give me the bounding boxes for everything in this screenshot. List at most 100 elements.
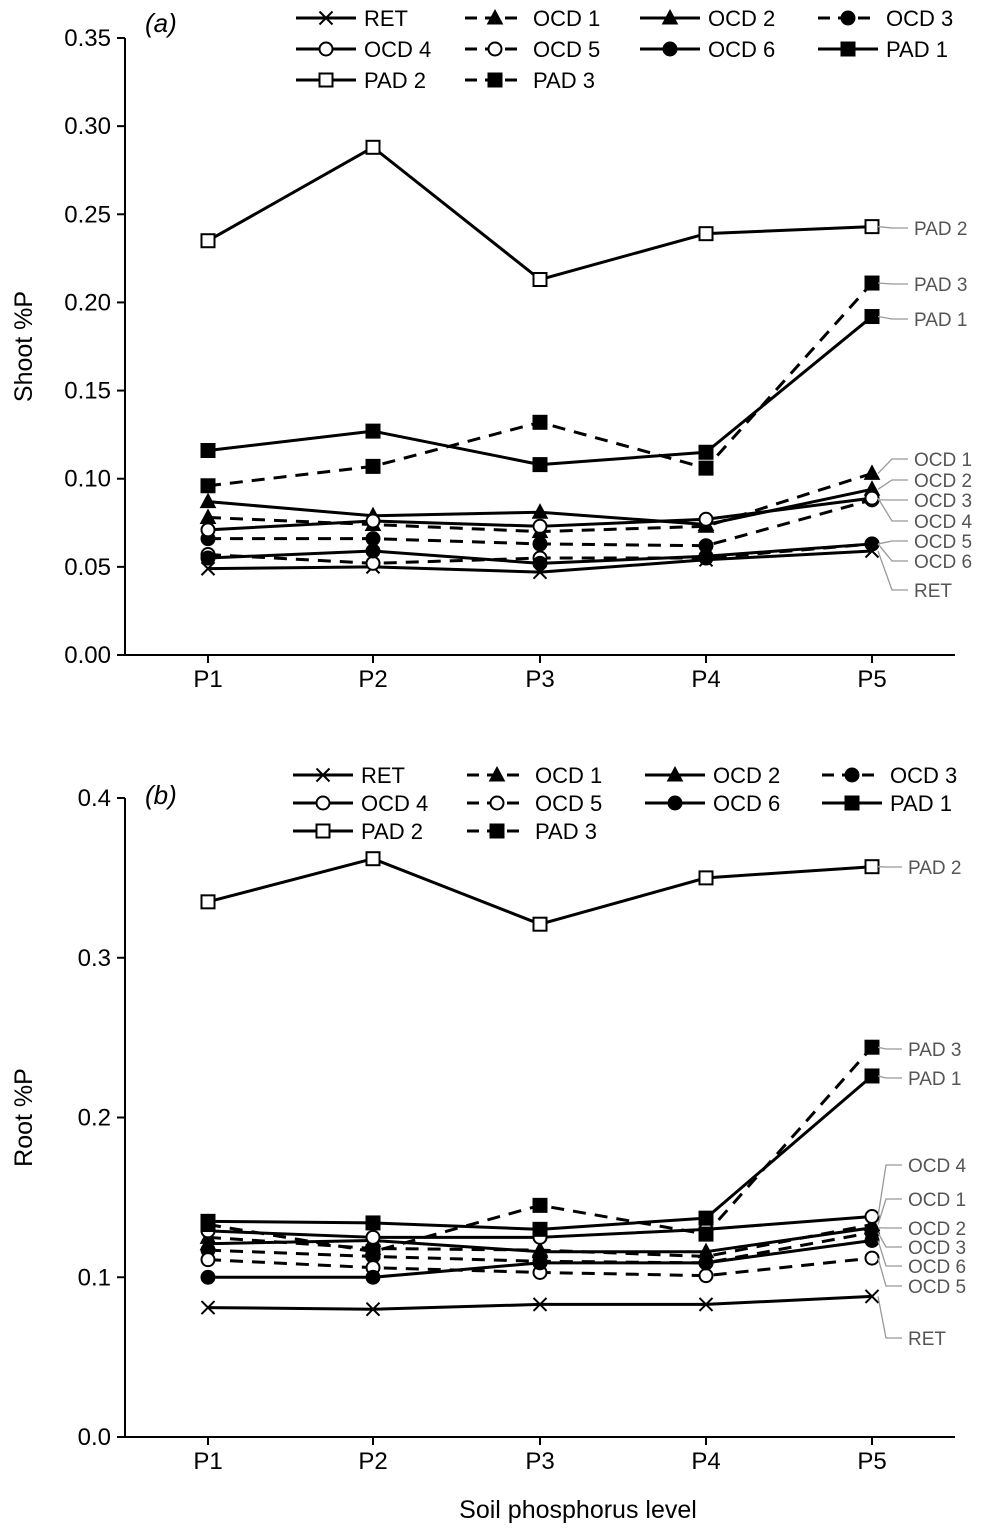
legend-label: PAD 1 xyxy=(890,791,952,816)
series-end-label: PAD 2 xyxy=(908,858,962,879)
legend-item-ocd-1: OCD 1 xyxy=(467,763,602,788)
data-point xyxy=(365,543,381,559)
series-end-label: OCD 1 xyxy=(908,1190,966,1211)
data-point xyxy=(864,1250,880,1266)
legend-item-ocd-2: OCD 2 xyxy=(645,763,780,788)
series-end-label: OCD 4 xyxy=(908,1156,967,1177)
leader-line xyxy=(877,479,908,490)
data-point xyxy=(365,1229,381,1245)
legend-item-ocd-3: OCD 3 xyxy=(818,6,953,31)
data-point xyxy=(365,423,381,439)
x-tick-label: P1 xyxy=(193,1448,222,1475)
data-point xyxy=(532,1255,548,1271)
data-point xyxy=(200,522,216,538)
series-line xyxy=(207,857,873,926)
data-point xyxy=(200,561,216,576)
x-tick-label: P5 xyxy=(857,666,886,693)
data-point xyxy=(365,1269,381,1285)
legend-marker xyxy=(488,765,506,782)
y-tick-label: 0.2 xyxy=(78,1105,111,1132)
series-end-label: OCD 6 xyxy=(908,1257,966,1278)
series-ocd-6 xyxy=(200,1233,880,1285)
leader-line xyxy=(877,315,908,320)
legend: RET OCD 1 OCD 2 OCD 3 OCD 4 OCD 5 OCD 6 PAD 1 PA… xyxy=(296,6,953,93)
series-end-label: PAD 2 xyxy=(914,219,968,240)
legend-label: PAD 3 xyxy=(535,819,597,844)
legend-item-ret: RET xyxy=(296,6,408,31)
x-tick-label: P3 xyxy=(525,666,554,693)
y-tick-label: 0.0 xyxy=(78,1424,111,1451)
leader-line xyxy=(877,1164,902,1217)
series-end-label: OCD 5 xyxy=(914,532,972,553)
legend-marker xyxy=(315,795,331,811)
series-ret xyxy=(200,1289,880,1317)
leader-line xyxy=(877,1232,902,1248)
data-point xyxy=(698,226,714,242)
legend: RET OCD 1 OCD 2 OCD 3 OCD 4 OCD 5 OCD 6 PAD 1 PA… xyxy=(293,763,957,844)
legend-label: PAD 2 xyxy=(361,819,423,844)
legend-marker xyxy=(315,823,331,839)
legend-label: OCD 2 xyxy=(708,6,775,31)
legend-item-pad-1: PAD 1 xyxy=(818,37,948,62)
series-end-label: RET xyxy=(914,581,952,602)
panel-a: 0.00 0.05 0.10 0.15 0.20 0.25 0.30 0.35 P1 P2 P3 P4… xyxy=(10,6,973,693)
legend-label: OCD 1 xyxy=(535,763,602,788)
y-tick-label: 0.4 xyxy=(78,785,111,812)
series-end-label: OCD 2 xyxy=(908,1219,966,1240)
data-point xyxy=(532,916,548,932)
legend-marker xyxy=(489,823,505,839)
leader-line xyxy=(877,1240,902,1267)
data-point xyxy=(532,536,548,552)
data-point xyxy=(199,492,217,509)
legend-item-pad-2: PAD 2 xyxy=(293,819,423,844)
legend-label: PAD 1 xyxy=(886,37,948,62)
data-point xyxy=(200,1300,216,1315)
data-point xyxy=(698,548,714,564)
y-tick-label: 0.3 xyxy=(78,945,111,972)
data-point xyxy=(864,1068,880,1084)
data-point xyxy=(698,444,714,460)
x-tick-label: P5 xyxy=(857,1448,886,1475)
legend-label: OCD 1 xyxy=(533,6,600,31)
leader-line xyxy=(877,1075,902,1079)
leader-line xyxy=(877,540,908,545)
x-tick-label: P1 xyxy=(193,666,222,693)
data-point xyxy=(365,1301,381,1317)
legend-marker xyxy=(844,795,860,811)
legend-marker xyxy=(487,72,503,88)
legend-label: PAD 3 xyxy=(533,68,595,93)
legend-item-pad-3: PAD 3 xyxy=(467,819,597,844)
data-point xyxy=(864,1289,880,1304)
x-tick-label: P4 xyxy=(691,666,720,693)
data-point xyxy=(698,1226,714,1242)
data-point xyxy=(864,1209,880,1225)
legend-item-pad-3: PAD 3 xyxy=(465,68,595,93)
data-point xyxy=(532,1197,548,1213)
data-point xyxy=(200,443,216,459)
series-pad-3 xyxy=(200,275,880,494)
data-point xyxy=(200,1217,216,1233)
legend-label: OCD 3 xyxy=(886,6,953,31)
data-point xyxy=(365,513,381,529)
series-line xyxy=(207,282,874,488)
legend-item-ocd-2: OCD 2 xyxy=(640,6,775,31)
y-tick-label: 0.10 xyxy=(64,466,111,493)
leader-line xyxy=(877,225,908,229)
legend-item-ocd-5: OCD 5 xyxy=(467,791,602,816)
data-point xyxy=(864,219,880,235)
data-point xyxy=(532,518,548,534)
data-point xyxy=(365,458,381,474)
data-point xyxy=(864,309,880,325)
series-line xyxy=(207,1294,873,1311)
series-end-label: PAD 3 xyxy=(908,1040,962,1061)
legend-marker xyxy=(662,41,678,57)
x-tick-label: P4 xyxy=(691,1448,720,1475)
y-tick-label: 0.20 xyxy=(64,289,111,316)
leader-line xyxy=(877,497,908,522)
panel-label: (a) xyxy=(145,8,177,38)
legend-marker xyxy=(318,41,334,57)
panel-label: (b) xyxy=(145,780,177,810)
x-axis-label: Soil phosphorus level xyxy=(459,1496,697,1524)
series-ocd-4 xyxy=(200,490,880,538)
data-point xyxy=(532,1297,548,1312)
